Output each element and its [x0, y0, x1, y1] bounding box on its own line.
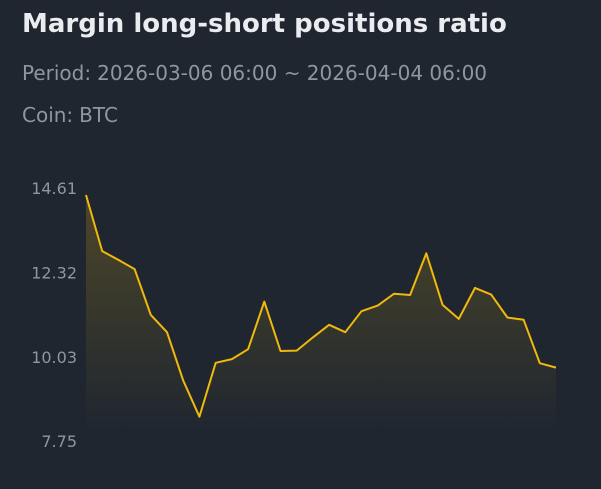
- y-tick-label: 14.61: [31, 179, 77, 198]
- y-axis: 14.61 12.32 10.03 7.75: [31, 179, 77, 451]
- period-label: Period:: [22, 61, 92, 85]
- series-area-fill: [86, 195, 556, 432]
- y-tick-label: 7.75: [41, 432, 77, 451]
- series-line: [85, 194, 557, 418]
- y-tick-label: 10.03: [31, 348, 77, 367]
- chart-title: Margin long-short positions ratio: [22, 9, 507, 39]
- coin-value: BTC: [79, 103, 118, 127]
- period-info: Period: 2026-03-06 06:00 ~ 2026-04-04 06:…: [22, 61, 487, 85]
- coin-info: Coin: BTC: [22, 103, 118, 127]
- plot-area: [85, 194, 557, 432]
- period-value: 2026-03-06 06:00 ~ 2026-04-04 06:00: [97, 61, 488, 85]
- y-tick-label: 12.32: [31, 263, 77, 282]
- coin-label: Coin:: [22, 103, 74, 127]
